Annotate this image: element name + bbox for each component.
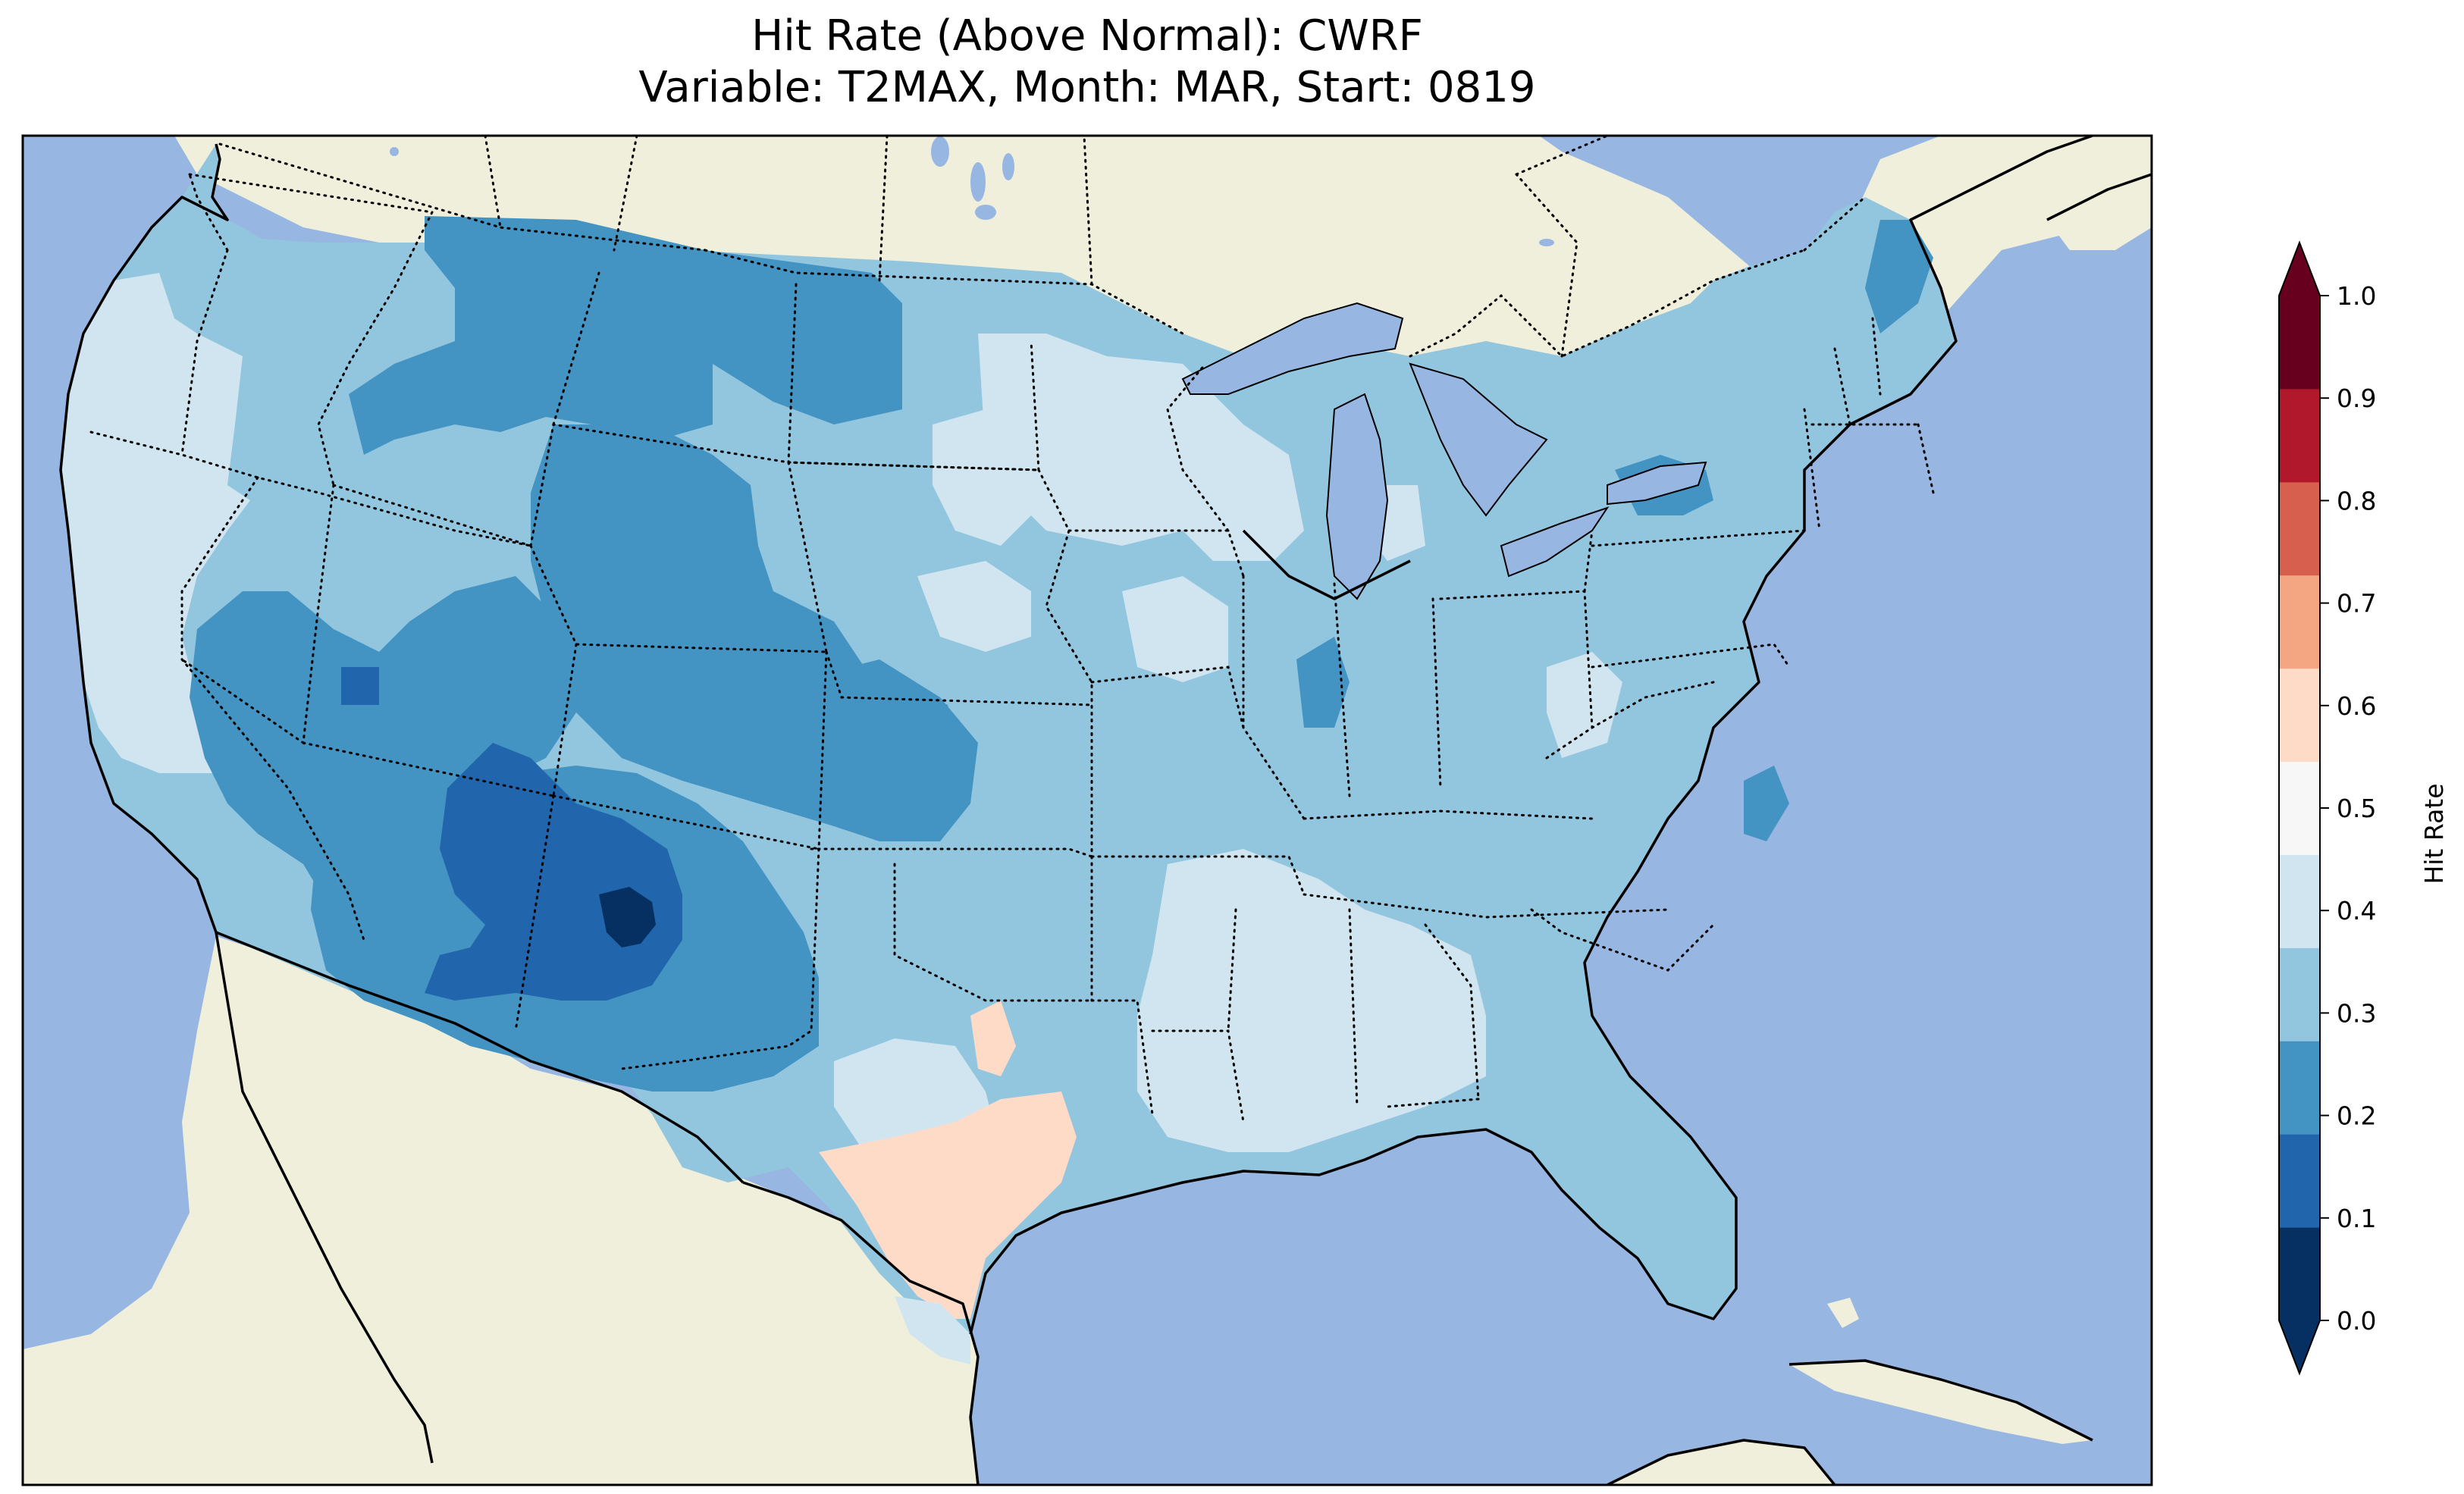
state-borders (89, 173, 1935, 1123)
iowa-low (1122, 576, 1228, 682)
title-line-1: Hit Rate (Above Normal): CWRF (751, 11, 1423, 61)
land-mexico (23, 936, 978, 1485)
lake-michigan (1325, 393, 1389, 600)
kansas-oklahoma-high (819, 659, 978, 841)
texas-south-positive (819, 1001, 1077, 1319)
lake-huron (1409, 362, 1548, 517)
lake-superior (1181, 302, 1404, 395)
ohio-valley-low (1547, 652, 1622, 758)
coastlines (59, 136, 2152, 1485)
dakota-low (933, 409, 1031, 546)
country-borders (218, 136, 1867, 358)
mississippi-delta-low (1137, 849, 1486, 1152)
canadian-lakes (390, 136, 1786, 246)
great-lakes (1181, 302, 1707, 600)
figure-title: Hit Rate (Above Normal): CWRF Variable: … (23, 11, 2152, 114)
nc-coast-high (1744, 766, 1789, 841)
newmexico-core-low (599, 887, 656, 947)
nebraska-low (917, 561, 1031, 652)
upper-midwest-low (978, 334, 1304, 561)
nevada-spot (341, 667, 379, 705)
land-bahamas (1827, 1298, 1859, 1328)
great-basin-high (190, 576, 576, 940)
west-coast-low-band (61, 273, 250, 773)
montana-high (349, 216, 902, 455)
land-nova-scotia (2047, 174, 2152, 250)
texas-coast-low (895, 1296, 970, 1364)
maine-high (1865, 220, 1933, 334)
illinois-high (1296, 637, 1350, 728)
lake-ontario (1607, 461, 1707, 506)
title-line-2: Variable: T2MAX, Month: MAR, Start: 0819 (638, 63, 1536, 112)
land-south-bottom (1607, 1440, 1835, 1485)
land-baja (216, 947, 432, 1463)
map-frame (21, 134, 2153, 1486)
lake-erie (1500, 506, 1610, 578)
land-cuba (1789, 1361, 2093, 1444)
